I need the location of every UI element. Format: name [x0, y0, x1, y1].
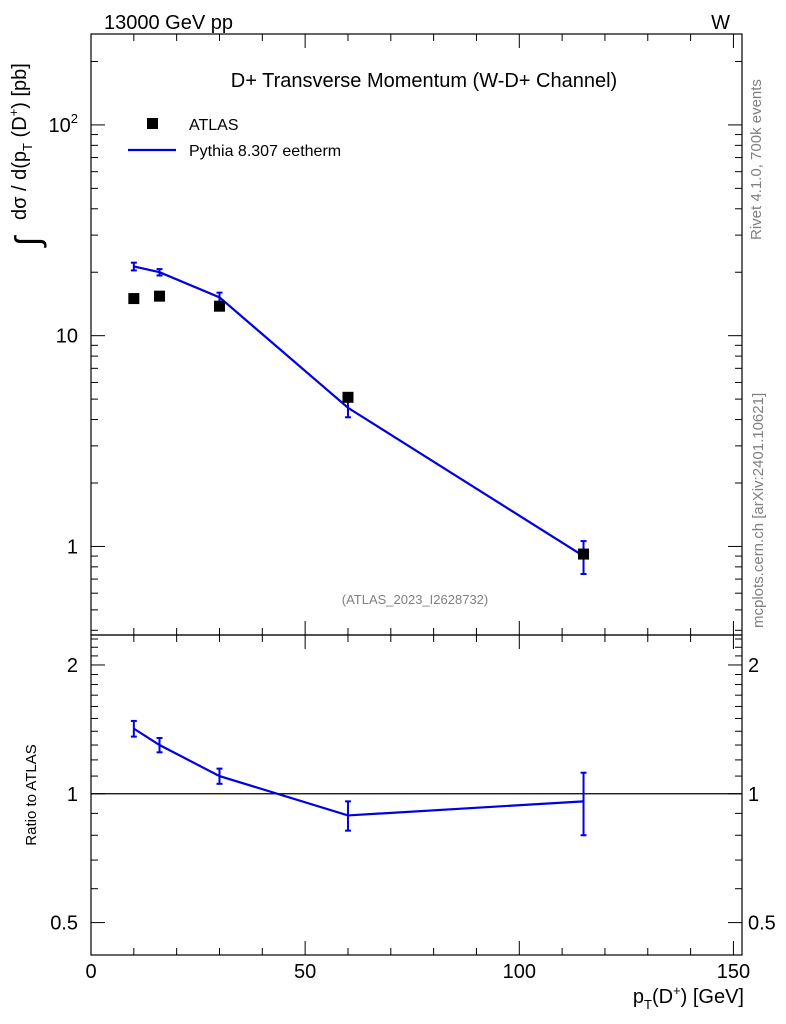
ratio-y-axis-label: Ratio to ATLAS [23, 744, 40, 845]
ratio-y-tick-label-left: 1 [67, 784, 78, 806]
atlas-data-point [154, 290, 166, 302]
main-y-tick-label: 102 [49, 111, 78, 137]
superscript: 2 [71, 111, 78, 126]
main-y-axis-label: ∫ dσ / d(pT (D+) [pb] [6, 63, 47, 248]
process-label: W [711, 12, 730, 34]
ratio-y-tick-label-left: 2 [67, 655, 78, 677]
atlas-data-point [578, 548, 590, 560]
legend-atlas-marker [147, 118, 158, 129]
legend-atlas-label: ATLAS [189, 117, 239, 134]
pythia-curve [133, 265, 585, 558]
main-y-ticks: 1 10 102 [49, 60, 742, 631]
ratio-y-ticks: 0.5 0.5 1 1 2 2 [50, 638, 776, 935]
main-y-tick-label: 1 [67, 536, 78, 558]
x-tick-label: 50 [294, 961, 316, 983]
atlas-data-point [213, 300, 225, 312]
main-plot-data [128, 261, 590, 575]
x-tick-label: 0 [85, 961, 96, 983]
x-tick-label: 100 [503, 961, 536, 983]
ratio-curve [133, 727, 584, 817]
atlas-data-point [128, 293, 140, 305]
mcplots-label: mcplots.cern.ch [arXiv:2401.10621] [750, 393, 767, 628]
main-y-label-text: dσ / d(pT (D+) [pb] [6, 63, 35, 220]
chart-title: D+ Transverse Momentum (W-D+ Channel) [231, 70, 617, 92]
x-tick-label: 150 [717, 961, 750, 983]
legend-pythia-label: Pythia 8.307 eetherm [189, 143, 341, 160]
ratio-plot-data [91, 719, 742, 837]
ratio-y-tick-label-right: 2 [748, 655, 759, 677]
ratio-y-tick-label-left: 0.5 [50, 913, 78, 935]
energy-label: 13000 GeV pp [104, 12, 233, 34]
ratio-y-tick-label-right: 1 [748, 784, 759, 806]
x-axis-label: pT(D+) [GeV] [633, 983, 744, 1012]
atlas-data-point [342, 391, 354, 403]
x-axis-ticks: 0 50 100 150 [85, 34, 750, 983]
integral-sign: ∫ [9, 235, 47, 248]
rivet-version-label: Rivet 4.1.0, 700k events [748, 79, 765, 240]
ratio-y-tick-label-right: 0.5 [748, 913, 776, 935]
ratio-plot-frame [90, 634, 743, 956]
main-y-tick-label: 10 [56, 326, 78, 348]
analysis-id-label: (ATLAS_2023_I2628732) [342, 592, 488, 607]
